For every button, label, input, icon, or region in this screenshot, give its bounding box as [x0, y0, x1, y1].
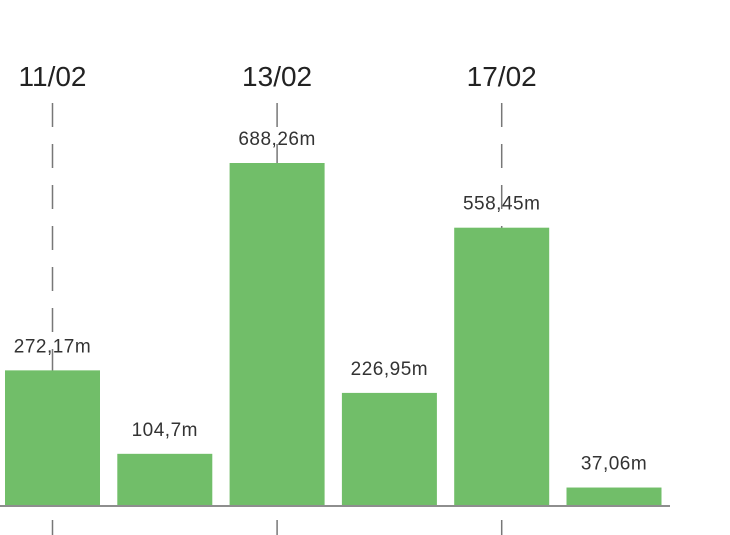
bar: [341, 392, 437, 506]
bar: [117, 453, 213, 506]
value-label: 37,06m: [581, 454, 647, 475]
value-label: 688,26m: [238, 129, 315, 150]
value-label: 558,45m: [463, 194, 540, 215]
bar: [5, 370, 100, 506]
date-label: 13/02: [242, 61, 312, 92]
bars: [5, 163, 662, 506]
value-label: 272,17m: [14, 336, 91, 357]
labels: 11/02 272,17m 104,7m 13/02 688,26m 226,95m 17/…: [14, 61, 647, 475]
bar: [454, 227, 550, 506]
value-label: 226,95m: [351, 359, 428, 380]
date-label: 11/02: [19, 61, 87, 92]
bar: [229, 163, 325, 506]
bar: [566, 487, 662, 506]
date-label: 17/02: [467, 61, 537, 92]
value-label: 104,7m: [132, 420, 198, 441]
